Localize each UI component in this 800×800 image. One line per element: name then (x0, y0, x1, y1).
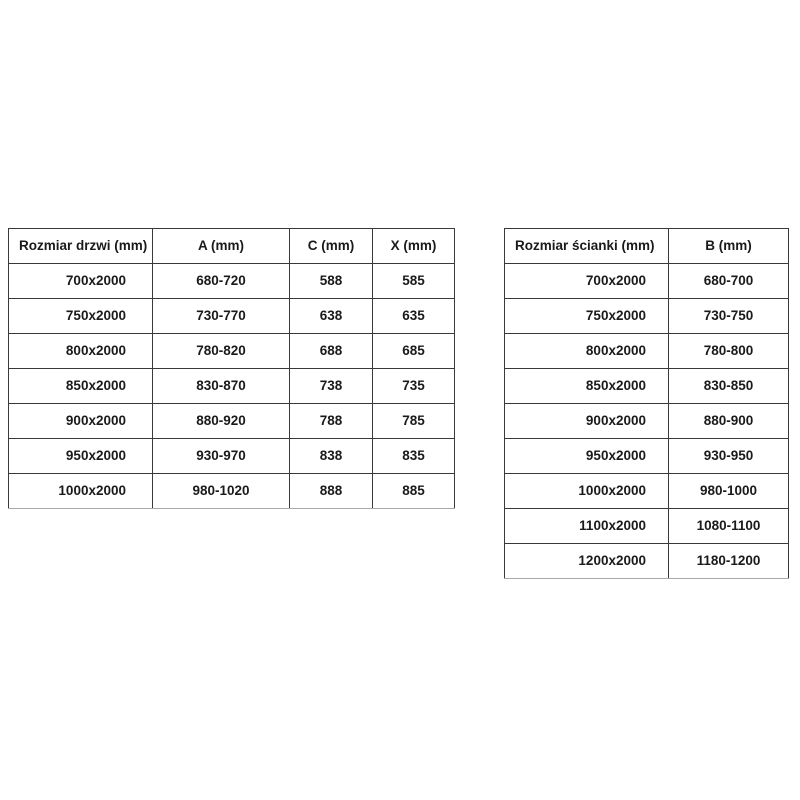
table-row: 750x2000 730-770 638 635 (8, 298, 455, 334)
wall-cell-b: 1080-1100 (668, 508, 789, 544)
table-row: 1000x2000 980-1020 888 885 (8, 473, 455, 509)
wall-cell-size: 1200x2000 (504, 543, 669, 579)
wall-cell-b: 1180-1200 (668, 543, 789, 579)
wall-header-size: Rozmiar ścianki (mm) (504, 228, 669, 264)
doors-cell-c: 888 (289, 473, 373, 509)
table-row: 850x2000 830-870 738 735 (8, 368, 455, 404)
wall-cell-size: 850x2000 (504, 368, 669, 404)
doors-table-header-row: Rozmiar drzwi (mm) A (mm) C (mm) X (mm) (8, 228, 455, 264)
doors-cell-size: 800x2000 (8, 333, 153, 369)
doors-cell-c: 838 (289, 438, 373, 474)
doors-cell-c: 738 (289, 368, 373, 404)
shower-door-size-table: Rozmiar drzwi (mm) A (mm) C (mm) X (mm) … (8, 228, 455, 509)
wall-cell-size: 900x2000 (504, 403, 669, 439)
doors-header-x: X (mm) (372, 228, 455, 264)
doors-cell-c: 638 (289, 298, 373, 334)
wall-cell-b: 880-900 (668, 403, 789, 439)
doors-cell-a: 780-820 (152, 333, 290, 369)
wall-cell-size: 700x2000 (504, 263, 669, 299)
doors-cell-a: 730-770 (152, 298, 290, 334)
table-row: 800x2000 780-820 688 685 (8, 333, 455, 369)
table-row: 950x2000 930-950 (504, 438, 789, 474)
doors-cell-c: 588 (289, 263, 373, 299)
doors-cell-x: 635 (372, 298, 455, 334)
doors-cell-x: 585 (372, 263, 455, 299)
wall-cell-size: 1000x2000 (504, 473, 669, 509)
doors-cell-size: 900x2000 (8, 403, 153, 439)
table-row: 700x2000 680-720 588 585 (8, 263, 455, 299)
wall-cell-size: 1100x2000 (504, 508, 669, 544)
doors-table-body: 700x2000 680-720 588 585 750x2000 730-77… (8, 263, 455, 509)
table-row: 750x2000 730-750 (504, 298, 789, 334)
doors-cell-x: 685 (372, 333, 455, 369)
wall-header-b: B (mm) (668, 228, 789, 264)
doors-cell-size: 750x2000 (8, 298, 153, 334)
table-row: 900x2000 880-920 788 785 (8, 403, 455, 439)
doors-cell-a: 980-1020 (152, 473, 290, 509)
doors-header-size: Rozmiar drzwi (mm) (8, 228, 153, 264)
table-row: 1000x2000 980-1000 (504, 473, 789, 509)
shower-wall-size-table: Rozmiar ścianki (mm) B (mm) 700x2000 680… (504, 228, 789, 579)
doors-cell-a: 930-970 (152, 438, 290, 474)
doors-table-head: Rozmiar drzwi (mm) A (mm) C (mm) X (mm) (8, 228, 455, 264)
doors-cell-a: 680-720 (152, 263, 290, 299)
wall-table-head: Rozmiar ścianki (mm) B (mm) (504, 228, 789, 264)
wall-cell-b: 980-1000 (668, 473, 789, 509)
doors-cell-size: 850x2000 (8, 368, 153, 404)
table-row: 1100x2000 1080-1100 (504, 508, 789, 544)
wall-cell-size: 800x2000 (504, 333, 669, 369)
wall-cell-b: 830-850 (668, 368, 789, 404)
doors-header-c: C (mm) (289, 228, 373, 264)
doors-cell-a: 880-920 (152, 403, 290, 439)
wall-cell-size: 750x2000 (504, 298, 669, 334)
doors-cell-x: 885 (372, 473, 455, 509)
doors-cell-x: 785 (372, 403, 455, 439)
table-row: 950x2000 930-970 838 835 (8, 438, 455, 474)
table-row: 900x2000 880-900 (504, 403, 789, 439)
wall-cell-b: 780-800 (668, 333, 789, 369)
doors-cell-c: 788 (289, 403, 373, 439)
doors-cell-x: 735 (372, 368, 455, 404)
doors-cell-c: 688 (289, 333, 373, 369)
wall-table-body: 700x2000 680-700 750x2000 730-750 800x20… (504, 263, 789, 579)
wall-table-header-row: Rozmiar ścianki (mm) B (mm) (504, 228, 789, 264)
wall-cell-b: 680-700 (668, 263, 789, 299)
table-row: 700x2000 680-700 (504, 263, 789, 299)
table-row: 850x2000 830-850 (504, 368, 789, 404)
wall-cell-b: 730-750 (668, 298, 789, 334)
table-row: 1200x2000 1180-1200 (504, 543, 789, 579)
wall-cell-b: 930-950 (668, 438, 789, 474)
doors-header-a: A (mm) (152, 228, 290, 264)
doors-cell-size: 1000x2000 (8, 473, 153, 509)
doors-cell-size: 700x2000 (8, 263, 153, 299)
doors-cell-a: 830-870 (152, 368, 290, 404)
doors-cell-size: 950x2000 (8, 438, 153, 474)
table-row: 800x2000 780-800 (504, 333, 789, 369)
doors-cell-x: 835 (372, 438, 455, 474)
wall-cell-size: 950x2000 (504, 438, 669, 474)
